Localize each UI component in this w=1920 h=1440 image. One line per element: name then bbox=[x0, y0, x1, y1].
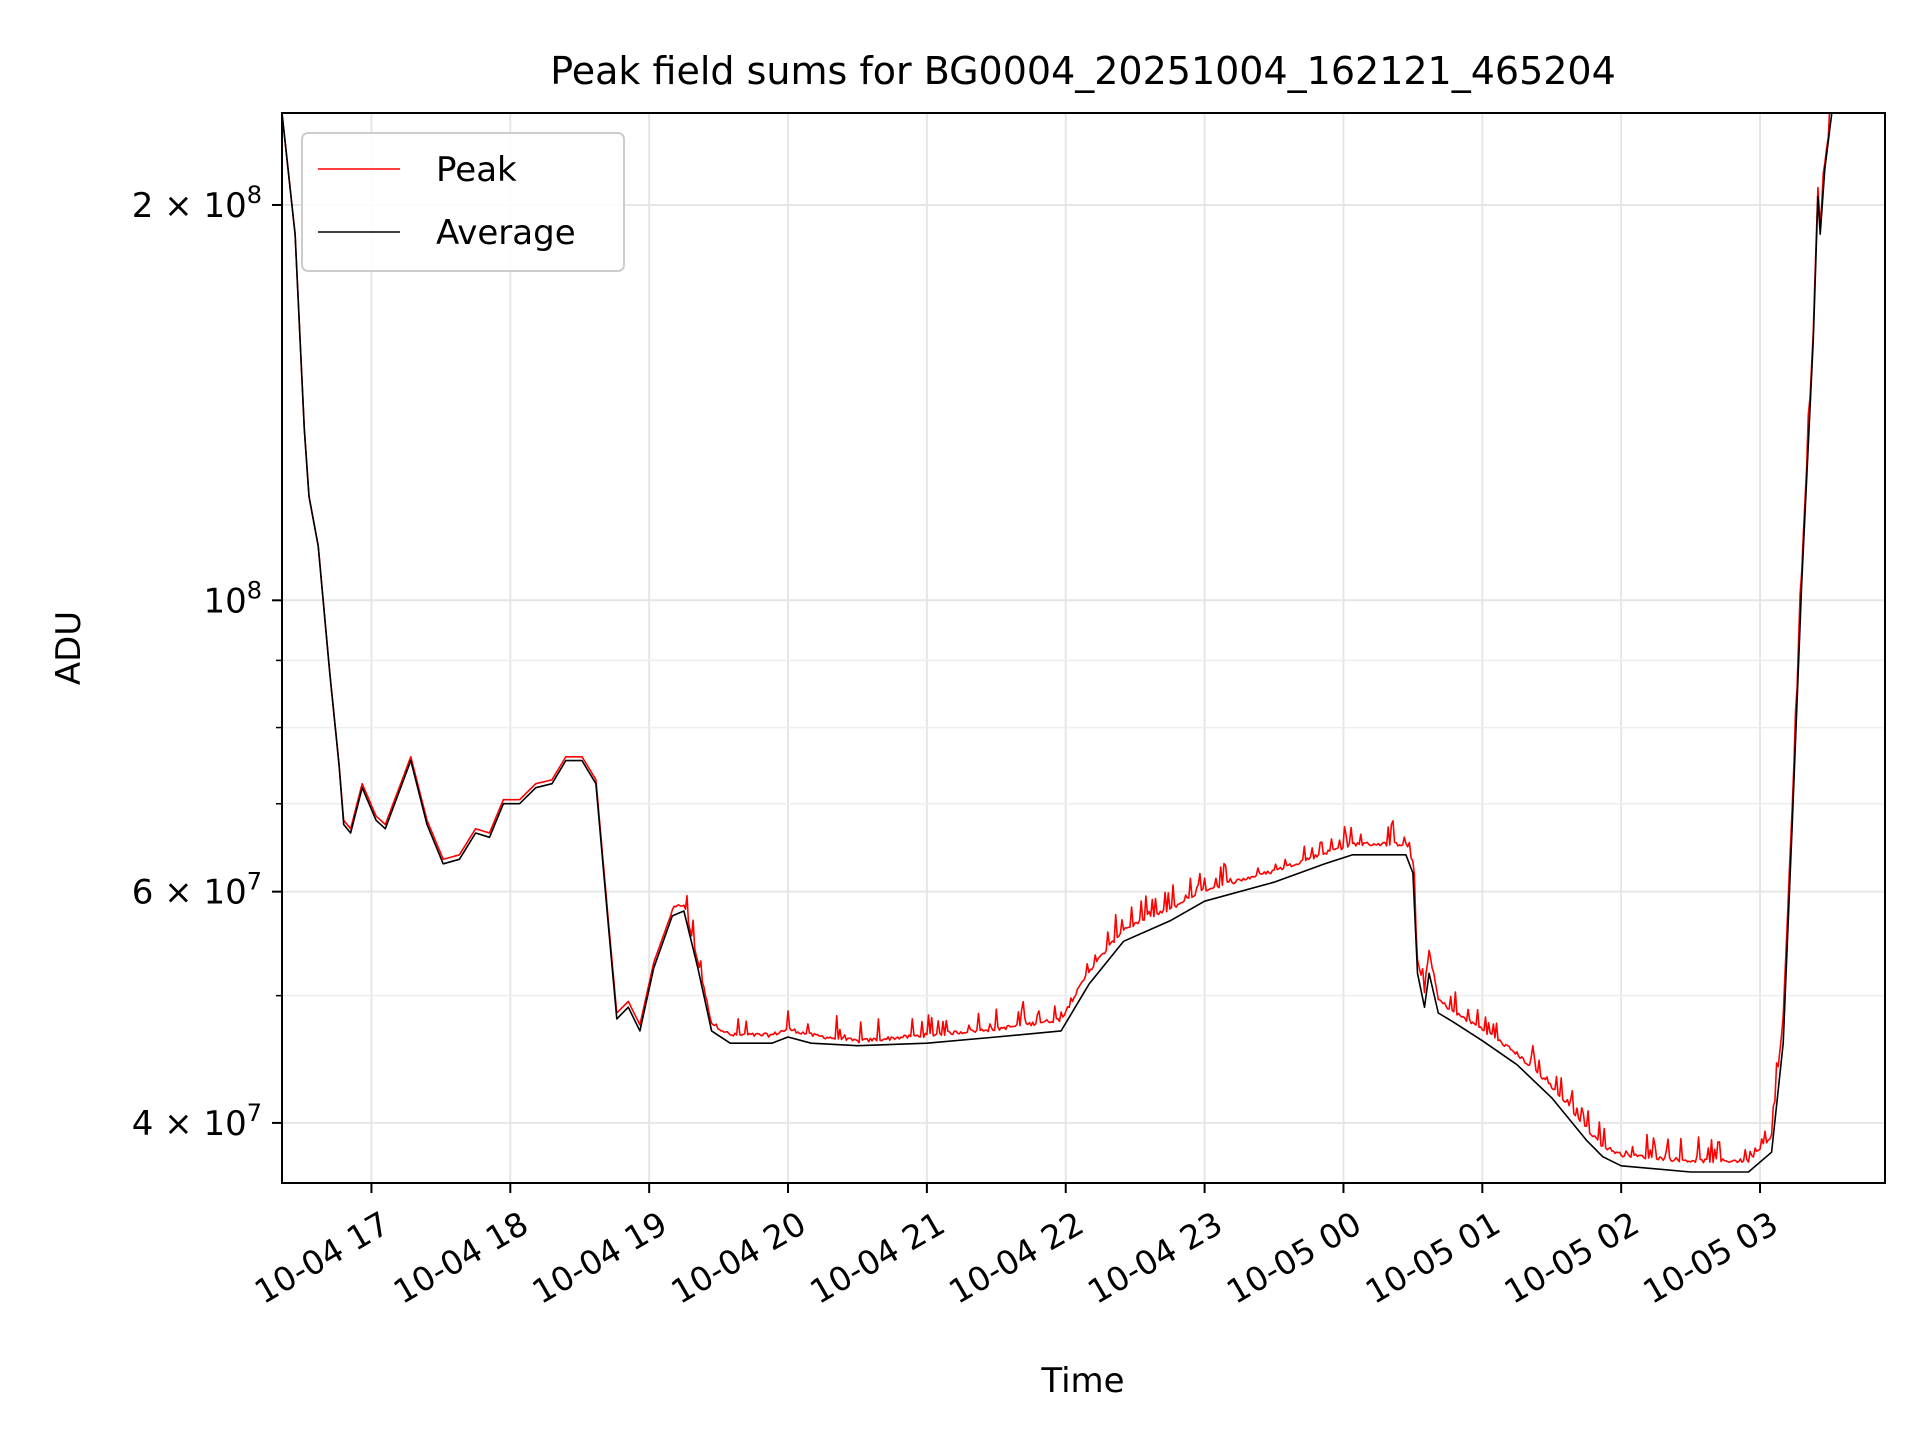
y-tick-label: 6 × 107 bbox=[132, 868, 262, 913]
y-axis-label: ADU bbox=[49, 611, 89, 685]
series-line-peak bbox=[282, 113, 1885, 1164]
series-line-average bbox=[282, 113, 1885, 1173]
legend-box bbox=[301, 132, 625, 272]
legend: Peak Average bbox=[301, 132, 625, 272]
series-group bbox=[282, 113, 1885, 1173]
y-axis-ticks: 4 × 107 6 × 107 108 2 × 108 bbox=[132, 181, 282, 1144]
x-axis-label: Time bbox=[1040, 1361, 1124, 1401]
y-tick-label: 2 × 108 bbox=[132, 181, 262, 226]
plot-frame bbox=[281, 112, 1886, 1184]
grid bbox=[282, 113, 1885, 1183]
legend-label-average: Average bbox=[436, 213, 576, 253]
legend-label-peak: Peak bbox=[436, 150, 517, 190]
y-tick-label: 108 bbox=[203, 576, 262, 621]
chart-title: Peak field sums for BG0004_20251004_1621… bbox=[550, 49, 1616, 93]
y-tick-label: 4 × 107 bbox=[132, 1099, 262, 1144]
